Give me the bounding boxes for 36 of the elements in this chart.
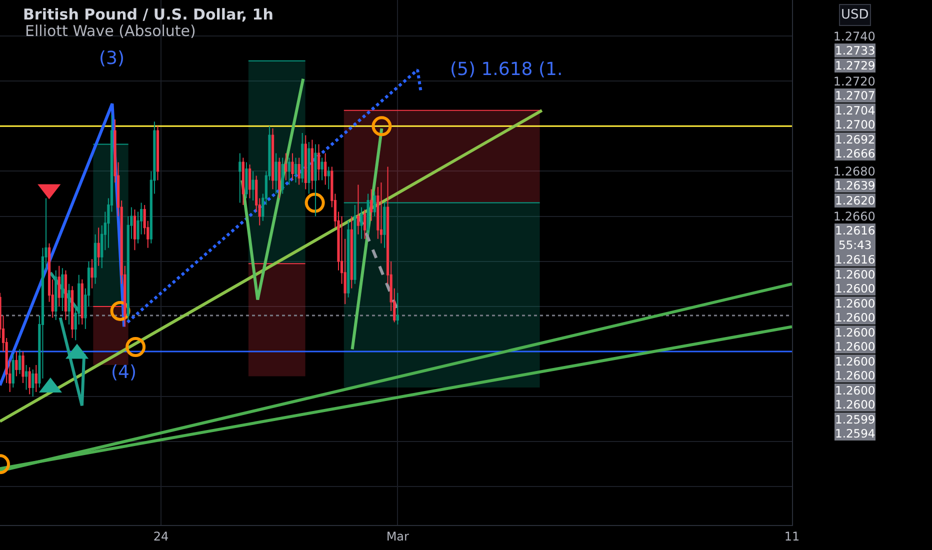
annotation: (4) (111, 362, 136, 383)
text: 1.2700 (835, 118, 876, 132)
chart-title: British Pound / U.S. Dollar, 1h (23, 5, 274, 24)
text: 1.2704 (835, 104, 876, 118)
y-tick-label: 1.2660 (833, 210, 876, 224)
text: 1.2707 (835, 88, 876, 102)
text: 1.2600 (835, 310, 876, 324)
text: 1.2729 (835, 58, 876, 72)
annotation: (3) (99, 48, 124, 69)
text: 1.2600 (835, 398, 876, 412)
text: 1.2733 (835, 44, 876, 58)
x-tick-label: 11 (784, 529, 800, 544)
text: 1.2600 (835, 326, 876, 340)
text: 1.2600 (835, 340, 876, 354)
y-tick-label: 1.2740 (833, 29, 876, 44)
text: 1.2600 (835, 368, 876, 382)
text: 1.2620 (835, 194, 876, 208)
text: 1.2616 (835, 252, 876, 266)
text: USD (841, 8, 869, 22)
text: 1.2600 (835, 354, 876, 368)
text: 1.2616 55:43 (835, 223, 876, 252)
text: 1.2639 (835, 178, 876, 192)
y-tick-label: 1.2680 (833, 164, 876, 178)
text: 1.2600 (835, 268, 876, 282)
text: 1.2600 (835, 384, 876, 398)
text: 1.2594 (835, 426, 876, 440)
text: 1.2600 (835, 296, 876, 310)
text: 1.2692 (835, 132, 876, 146)
annotation: (5) 1.618 (1. (450, 59, 563, 80)
y-tick-label: 1.2720 (833, 74, 876, 88)
text: 1.2666 (835, 146, 876, 160)
text: 1.2599 (835, 412, 876, 426)
text: 1.2600 (835, 282, 876, 296)
x-tick-label: Mar (386, 529, 410, 544)
x-tick-label: 24 (153, 529, 169, 544)
text: Elliott Wave (Absolute) (25, 22, 196, 40)
